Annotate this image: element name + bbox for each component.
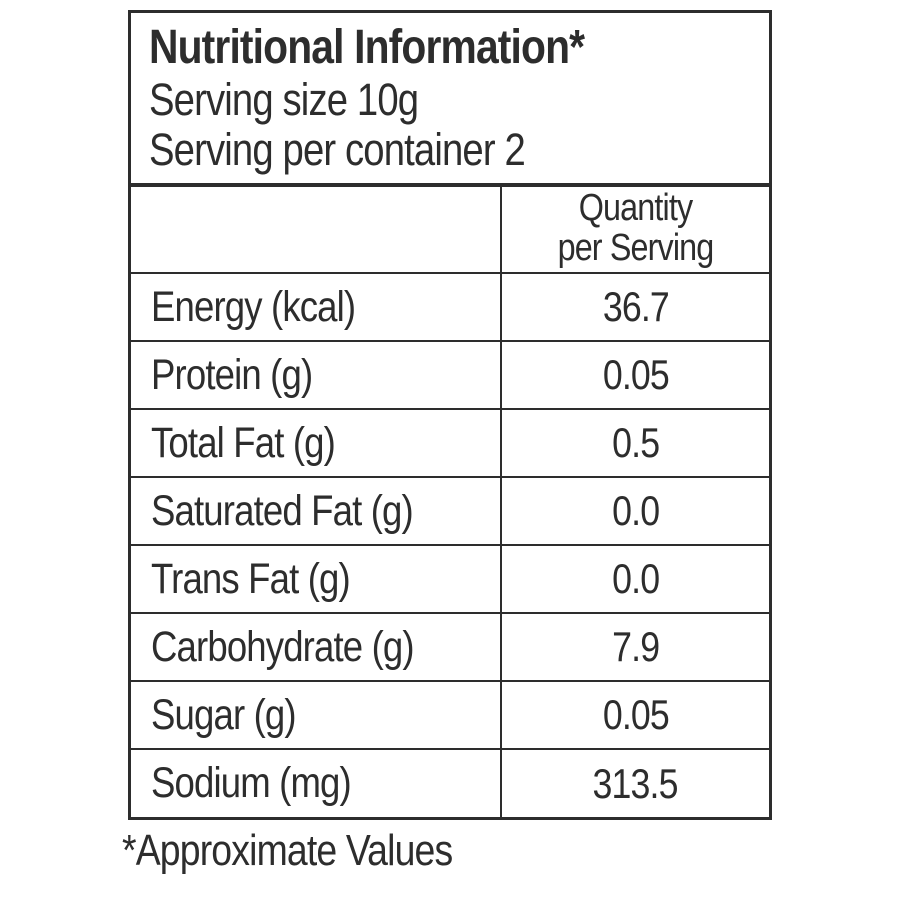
table-row: Energy (kcal) 36.7 [131,272,769,341]
nutrient-name: Total Fat (g) [151,418,336,467]
nutrient-value: 0.05 [602,351,669,398]
quantity-header-cell: Quantity per Serving [500,187,769,273]
serving-size-text: Serving size 10g [149,74,419,125]
empty-header-cell [131,187,501,273]
footnote-text: *Approximate Values [122,826,453,875]
nutrition-table-body: Energy (kcal) 36.7 Protein (g) 0.05 Tota… [131,272,769,817]
table-row: Total Fat (g) 0.5 [131,408,769,477]
label-header: Nutritional Information* Serving size 10… [131,13,769,187]
nutrient-name: Carbohydrate (g) [151,622,415,671]
label-title: Nutritional Information* [149,21,585,74]
nutrient-name: Sodium (mg) [151,759,352,807]
nutrient-value-cell: 0.0 [500,476,769,545]
nutrient-value: 36.7 [602,283,669,330]
nutrient-value: 0.5 [611,419,660,466]
nutrient-name-cell: Carbohydrate (g) [131,612,501,681]
table-header-row: Quantity per Serving [131,187,769,273]
nutrient-name: Energy (kcal) [151,282,356,331]
quantity-header-line2: per Serving [557,227,715,269]
nutrient-value-cell: 36.7 [500,272,769,341]
nutrition-panel: Nutritional Information* Serving size 10… [128,10,772,820]
nutrient-value: 7.9 [611,623,660,670]
nutrient-name-cell: Protein (g) [131,340,501,409]
nutrient-value-cell: 0.5 [500,408,769,477]
nutrient-name: Trans Fat (g) [151,554,351,603]
nutrient-name-cell: Sugar (g) [131,680,501,749]
nutrient-name-cell: Sodium (mg) [131,748,501,817]
nutrient-value-cell: 313.5 [500,748,769,817]
nutrient-value-cell: 7.9 [500,612,769,681]
nutrient-name: Sugar (g) [151,690,297,739]
nutrition-label: Nutritional Information* Serving size 10… [122,10,772,876]
nutrient-value-cell: 0.0 [500,544,769,613]
table-row: Sodium (mg) 313.5 [131,748,769,817]
nutrient-value: 0.0 [611,487,660,534]
quantity-header-line1: Quantity [578,187,693,229]
nutrient-name: Saturated Fat (g) [151,486,414,535]
table-row: Saturated Fat (g) 0.0 [131,476,769,545]
table-row: Sugar (g) 0.05 [131,680,769,749]
serving-per-container-text: Serving per container 2 [149,124,526,175]
nutrient-name-cell: Total Fat (g) [131,408,501,477]
nutrient-value: 0.05 [602,691,669,738]
nutrient-name: Protein (g) [151,350,313,399]
table-row: Protein (g) 0.05 [131,340,769,409]
nutrient-value-cell: 0.05 [500,340,769,409]
nutrient-name-cell: Energy (kcal) [131,272,501,341]
nutrition-table-head: Quantity per Serving [131,187,769,273]
table-row: Trans Fat (g) 0.0 [131,544,769,613]
nutrient-value: 313.5 [592,759,679,807]
nutrient-value: 0.0 [611,555,660,602]
footnote: *Approximate Values [122,826,772,876]
nutrition-table: Quantity per Serving Energy (kcal) 36.7 … [131,187,769,817]
table-row: Carbohydrate (g) 7.9 [131,612,769,681]
nutrient-name-cell: Saturated Fat (g) [131,476,501,545]
nutrient-name-cell: Trans Fat (g) [131,544,501,613]
nutrient-value-cell: 0.05 [500,680,769,749]
